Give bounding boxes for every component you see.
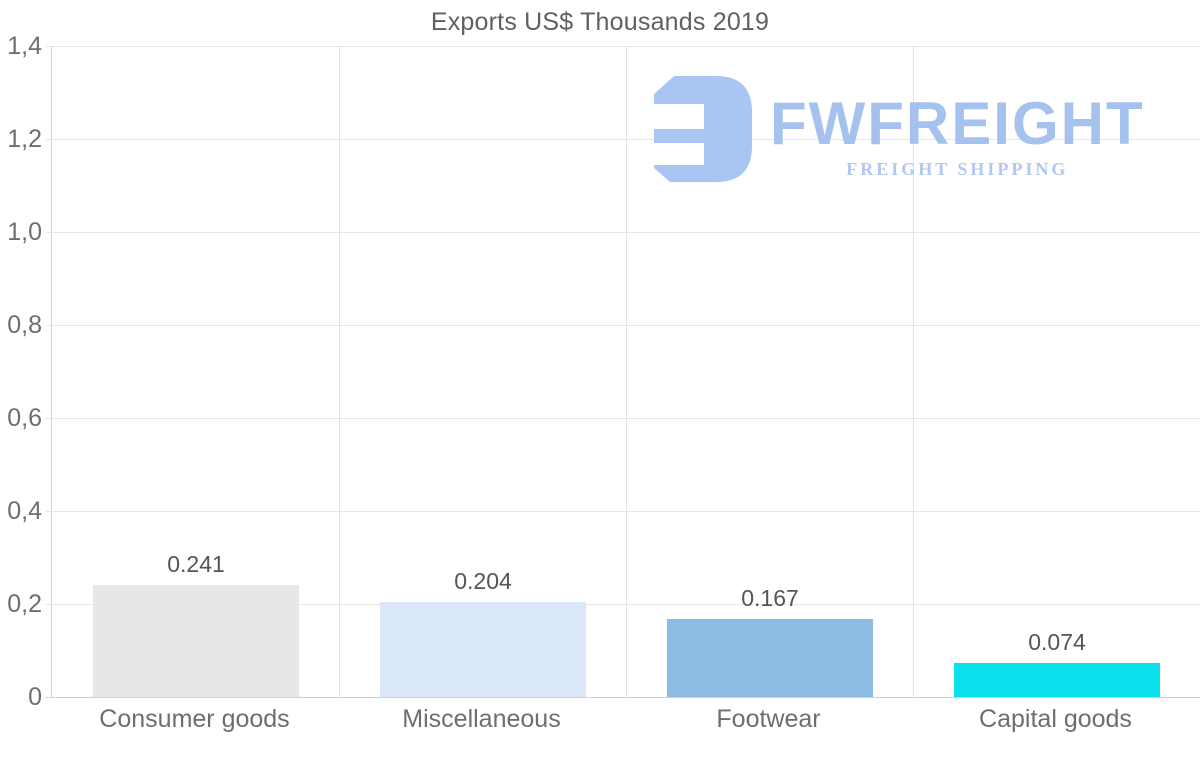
y-tick-label: 0,6 <box>7 404 42 432</box>
logo-tagline-text: FREIGHT SHIPPING <box>846 159 1069 179</box>
gridline-horizontal <box>46 604 1200 605</box>
logo-brand-text: FWFREIGHT <box>770 90 1145 157</box>
y-tick-label: 1,2 <box>7 125 42 153</box>
gridline-horizontal <box>46 511 1200 512</box>
gridline-vertical <box>913 46 914 697</box>
y-tick-label: 1,4 <box>7 32 42 60</box>
bar-miscellaneous[interactable] <box>380 602 586 697</box>
y-tick-label: 0 <box>28 683 42 711</box>
bar-consumer-goods[interactable] <box>93 585 299 697</box>
gridline-horizontal <box>46 325 1200 326</box>
y-tick-label: 1,0 <box>7 218 42 246</box>
gridline-horizontal <box>46 46 1200 47</box>
bar-footwear[interactable] <box>667 619 873 697</box>
gridline-vertical <box>626 46 627 697</box>
gridline-horizontal <box>46 232 1200 233</box>
x-axis-labels: Consumer goods Miscellaneous Footwear Capit… <box>51 705 1199 739</box>
x-category-label: Miscellaneous <box>402 705 561 733</box>
y-tick-label: 0,8 <box>7 311 42 339</box>
bar-value-label: 0.167 <box>741 585 799 611</box>
x-category-label: Consumer goods <box>99 705 290 733</box>
bar-value-label: 0.074 <box>1028 629 1086 655</box>
gridline-horizontal <box>46 418 1200 419</box>
x-axis-line <box>46 697 1200 698</box>
y-axis-labels: 0 0,2 0,4 0,6 0,8 1,0 1,2 1,4 <box>0 32 42 711</box>
chart-title: Exports US$ Thousands 2019 <box>430 8 770 36</box>
bar-value-label: 0.204 <box>454 568 512 594</box>
plot-area: 0.241 0.204 0.167 0.074 <box>46 46 1200 698</box>
bar-capital-goods[interactable] <box>954 663 1160 697</box>
gridline-horizontal <box>46 139 1200 140</box>
bar-value-label: 0.241 <box>167 551 225 577</box>
x-category-label: Footwear <box>716 705 821 733</box>
y-tick-label: 0,2 <box>7 590 42 618</box>
y-tick-label: 0,4 <box>7 497 42 525</box>
fwfreight-monogram-icon <box>650 76 752 182</box>
gridline-vertical <box>339 46 340 697</box>
logo-text-block: FWFREIGHT FREIGHT SHIPPING <box>770 94 1145 180</box>
x-category-label: Capital goods <box>979 705 1132 733</box>
fwfreight-watermark: FWFREIGHT FREIGHT SHIPPING <box>650 72 1145 186</box>
